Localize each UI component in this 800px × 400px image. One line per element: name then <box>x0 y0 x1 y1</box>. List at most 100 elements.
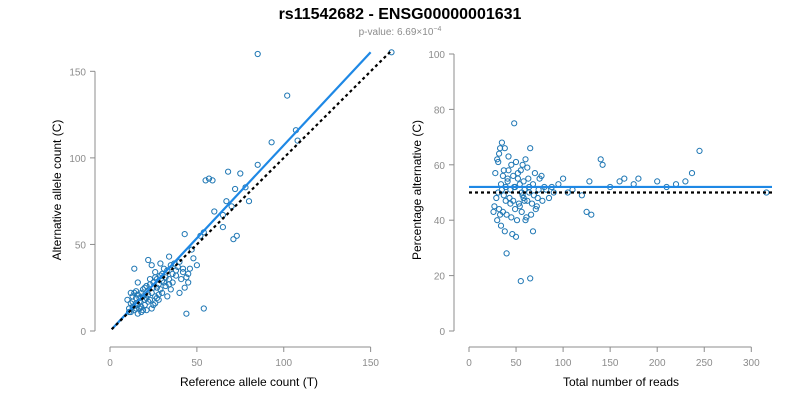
data-point <box>185 279 192 286</box>
data-point <box>509 231 516 238</box>
data-point <box>219 224 226 231</box>
data-point <box>682 178 689 185</box>
data-point <box>143 282 150 290</box>
data-point <box>230 236 237 243</box>
x-tick-label: 250 <box>696 358 713 369</box>
data-point <box>524 164 531 171</box>
y-tick-label: 40 <box>434 216 446 227</box>
data-point <box>136 305 143 312</box>
data-point <box>522 217 529 224</box>
data-point <box>586 178 593 185</box>
data-point <box>157 260 164 267</box>
y-tick-label: 0 <box>80 327 86 338</box>
y-tick-label: 100 <box>428 50 445 61</box>
data-point <box>512 233 520 240</box>
data-point <box>527 145 534 152</box>
data-point <box>516 203 523 210</box>
data-point <box>178 276 185 283</box>
data-point <box>525 175 532 182</box>
data-point <box>141 284 148 291</box>
data-point <box>188 246 195 253</box>
data-point <box>502 197 509 204</box>
data-point <box>495 158 502 166</box>
data-point <box>500 192 507 199</box>
y-axis-label: Percentage alternative (C) <box>410 120 424 260</box>
data-point <box>597 156 604 163</box>
data-point <box>200 305 207 312</box>
data-point <box>167 286 174 293</box>
y-tick-label: 100 <box>69 154 86 165</box>
data-point <box>145 298 152 305</box>
data-point <box>539 197 546 204</box>
subtitle-exponent: −4 <box>433 26 441 33</box>
fit-line <box>110 51 372 331</box>
data-point <box>531 170 539 177</box>
data-point <box>129 298 136 305</box>
data-point <box>169 279 176 286</box>
data-point <box>508 214 515 221</box>
data-point <box>152 269 159 276</box>
data-point <box>209 177 216 184</box>
data-point <box>166 253 173 260</box>
data-point <box>183 310 190 317</box>
data-point <box>190 255 197 262</box>
data-point <box>521 197 528 204</box>
reference-line <box>110 49 393 331</box>
data-point <box>176 289 183 296</box>
data-point <box>134 279 141 286</box>
allele-count-scatter: 0 50 100 150 0 50 100 150 Reference allele coun… <box>50 49 395 389</box>
data-point <box>583 208 590 215</box>
y-tick-label: 60 <box>434 161 446 172</box>
data-point <box>514 175 522 182</box>
data-point <box>232 185 239 193</box>
data-point <box>545 194 553 202</box>
data-point <box>532 206 539 213</box>
data-point <box>164 293 171 300</box>
data-point <box>578 192 586 199</box>
data-point <box>146 276 154 283</box>
data-point <box>528 211 535 218</box>
x-tick-label: 0 <box>107 358 113 369</box>
data-point <box>133 295 140 302</box>
data-point <box>233 232 240 239</box>
data-point <box>654 178 661 185</box>
x-tick-label: 300 <box>743 358 760 369</box>
data-point <box>513 217 521 224</box>
data-point <box>185 270 192 277</box>
data-point <box>124 296 131 303</box>
data-point <box>193 262 200 269</box>
data-point <box>202 177 209 184</box>
data-point <box>524 197 531 204</box>
data-point <box>145 256 152 264</box>
data-point <box>166 281 173 288</box>
data-point <box>146 296 154 303</box>
data-point <box>500 167 507 174</box>
y-tick-label: 80 <box>434 105 446 116</box>
data-point <box>153 284 160 291</box>
data-point <box>688 170 696 177</box>
data-point <box>167 262 174 269</box>
y-tick-label: 20 <box>434 272 446 283</box>
data-point <box>529 228 537 235</box>
data-point <box>507 200 514 207</box>
data-point <box>139 307 147 314</box>
data-point <box>534 194 541 202</box>
data-point <box>550 189 557 196</box>
data-point <box>508 161 515 168</box>
data-point <box>494 156 501 163</box>
data-point <box>621 175 628 182</box>
data-point <box>492 170 499 177</box>
data-point <box>152 293 159 300</box>
data-point <box>538 172 545 179</box>
figure-title: rs11542682 - ENSG00000001631 <box>279 6 522 23</box>
x-tick-label: 0 <box>466 358 472 369</box>
x-tick-label: 200 <box>649 358 666 369</box>
data-point <box>493 194 500 202</box>
x-tick-label: 100 <box>275 358 292 369</box>
y-axis-label: Alternative allele count (C) <box>50 120 64 261</box>
x-tick-label: 150 <box>602 358 619 369</box>
data-point <box>254 50 261 58</box>
data-point <box>186 265 193 272</box>
data-point <box>225 168 232 175</box>
